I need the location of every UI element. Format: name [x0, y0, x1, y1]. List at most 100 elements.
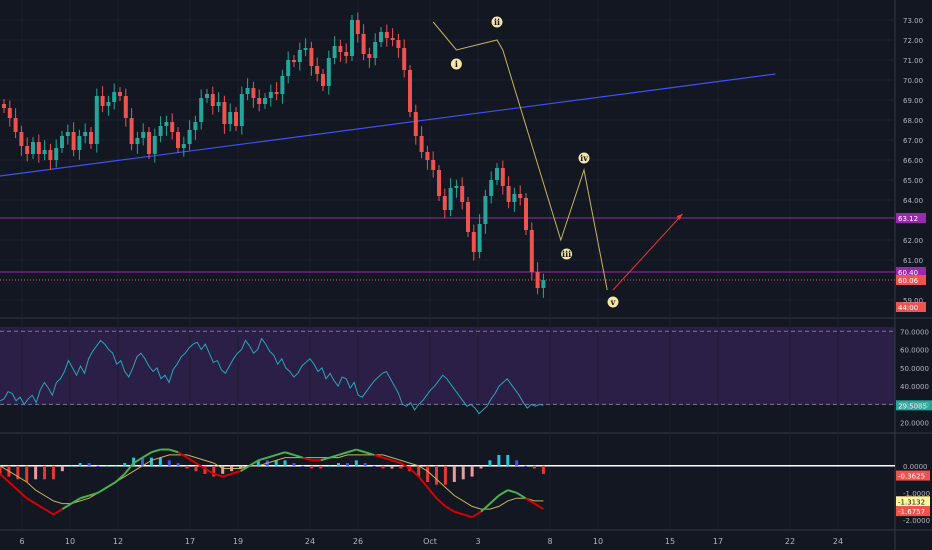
time-tick-label-3: 17: [185, 537, 195, 546]
macd-line-seg-23: [195, 462, 206, 470]
candle-body-5: [31, 142, 35, 154]
candle-body-50: [292, 60, 296, 62]
macd-line-seg-43: [373, 453, 384, 459]
candle-body-82: [477, 224, 482, 252]
macd-line-seg-31: [266, 453, 277, 459]
candle-body-12: [71, 132, 76, 150]
rsi-tick-label-5: 20.0000: [900, 420, 929, 428]
macd-hist-bar-31: [274, 460, 278, 466]
candle-body-55: [321, 74, 325, 86]
macd-hist-bar-27: [239, 465, 243, 469]
macd-line-seg-61: [533, 502, 544, 510]
candle-body-73: [425, 152, 430, 160]
trendline: [0, 73, 776, 177]
macd-line-seg-6: [44, 508, 54, 516]
macd-hist-bar-14: [123, 463, 127, 466]
level-tag-label-2: 60.06: [898, 277, 919, 285]
macd-hist-bar-56: [497, 454, 501, 466]
price-axis[interactable]: 73.00 72.00 71.00 70.00 69.00 68.00 67.00 66.00…: [900, 17, 930, 525]
projection-arrow-head: [676, 214, 683, 220]
level-tag-1: [896, 267, 926, 277]
macd-hist-bar-22: [194, 465, 198, 472]
candle-body-35: [205, 94, 209, 98]
macd-hist-bar-41: [363, 463, 367, 466]
macd-hist-bar-36: [319, 465, 323, 469]
candle-body-3: [19, 132, 24, 146]
candle-body-19: [112, 92, 117, 102]
macd-line-seg-59: [516, 491, 527, 500]
macd-hist-bar-17: [149, 457, 153, 466]
macd-line-seg-26: [222, 472, 232, 478]
macd-hist-bar-55: [488, 460, 492, 466]
rsi-indicator: [0, 330, 895, 415]
candle-body-45: [263, 98, 267, 104]
macd-hist-bar-39: [345, 463, 349, 466]
macd-line-seg-50: [435, 497, 447, 508]
candle-body-91: [529, 230, 534, 272]
macd-hist-bar-32: [283, 460, 287, 466]
macd-hist-bar-16: [141, 457, 145, 466]
macd-line-seg-30: [258, 456, 268, 462]
macd-line-seg-16: [133, 456, 144, 464]
macd-line-seg-38: [329, 453, 339, 459]
macd-tag-label-1: -1.3132: [898, 498, 925, 506]
candle-body-9: [54, 148, 59, 160]
macd-hist-bar-35: [310, 465, 314, 469]
candle-body-60: [350, 20, 354, 56]
candle-body-4: [25, 146, 30, 154]
candle-body-62: [361, 34, 366, 54]
macd-hist-bar-23: [203, 465, 207, 474]
rsi-tick-label-0: 70.0000: [900, 328, 929, 336]
candle-body-26: [152, 136, 157, 154]
candle-body-63: [367, 54, 372, 58]
macd-hist-bar-6: [51, 465, 55, 480]
price-tick-label-12: 59.00: [903, 297, 923, 305]
candle-body-41: [239, 94, 244, 126]
macd-hist-bar-43: [381, 465, 385, 469]
macd-line-seg-46: [400, 462, 411, 470]
macd-line-seg-56: [489, 494, 500, 505]
macd-hist-bar-47: [417, 465, 421, 477]
candle-body-10: [60, 136, 64, 148]
macd-line-seg-17: [142, 451, 152, 459]
macd-indicator: [0, 448, 895, 519]
macd-hist-bar-18: [158, 457, 162, 466]
price-tick-label-9: 64.00: [903, 197, 923, 205]
level-tag-label-1: 60.40: [898, 269, 918, 277]
macd-line-seg-29: [248, 459, 259, 467]
macd-line-seg-3: [17, 489, 28, 499]
macd-line-seg-47: [409, 467, 420, 478]
rsi-tick-label-2: 50.0000: [900, 365, 929, 373]
macd-hist-bar-60: [532, 465, 536, 469]
candle-body-14: [83, 132, 88, 136]
candle-body-21: [123, 96, 128, 118]
candle-body-48: [280, 76, 285, 94]
macd-line-seg-57: [498, 489, 509, 497]
macd-hist-bar-48: [426, 465, 430, 482]
candle-body-54: [315, 66, 320, 74]
time-tick-label-2: 12: [113, 537, 123, 546]
candle-body-69: [402, 48, 407, 70]
macd-line-seg-20: [168, 448, 179, 454]
price-tick-label-6: 67.00: [903, 137, 923, 145]
macd-line-seg-48: [417, 475, 429, 489]
rsi-tick-label-4: 30.0000: [900, 401, 929, 409]
candle-body-46: [268, 92, 273, 98]
candle-body-0: [2, 104, 6, 108]
time-axis[interactable]: 6 10 12 17 19 24 26 Oct 3 8 10 15 17 22 24: [19, 537, 843, 546]
candle-body-49: [286, 60, 291, 76]
candle-body-52: [303, 48, 308, 50]
candle-body-44: [257, 98, 262, 104]
macd-hist-bar-9: [78, 463, 82, 466]
macd-line-seg-4: [26, 497, 37, 505]
macd-line-seg-39: [338, 451, 348, 456]
candle-body-15: [89, 132, 93, 144]
rsi-last-tag: [896, 400, 932, 411]
macd-line-seg-40: [347, 448, 357, 454]
macd-tag-0: [896, 470, 930, 481]
candle-body-59: [344, 52, 349, 56]
candle-body-77: [448, 188, 453, 210]
candle-body-7: [42, 150, 47, 154]
price-tick-label-5: 68.00: [903, 117, 923, 125]
